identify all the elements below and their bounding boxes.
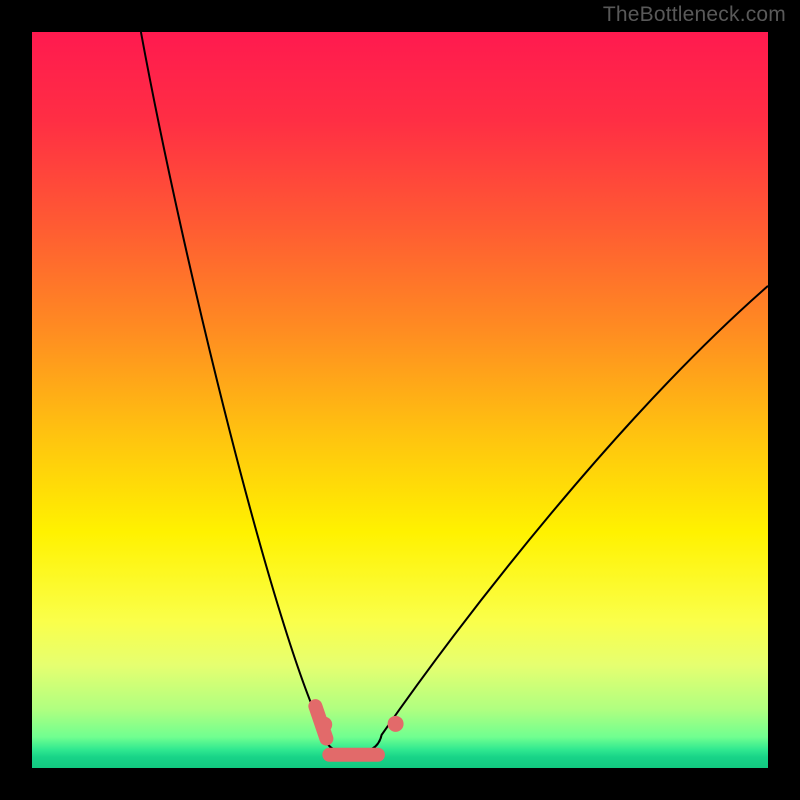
annotation-dot	[388, 716, 404, 732]
watermark-text: TheBottleneck.com	[603, 3, 786, 27]
plot-area	[32, 32, 768, 768]
annotation-dot	[316, 717, 332, 733]
bottleneck-chart	[0, 0, 800, 800]
